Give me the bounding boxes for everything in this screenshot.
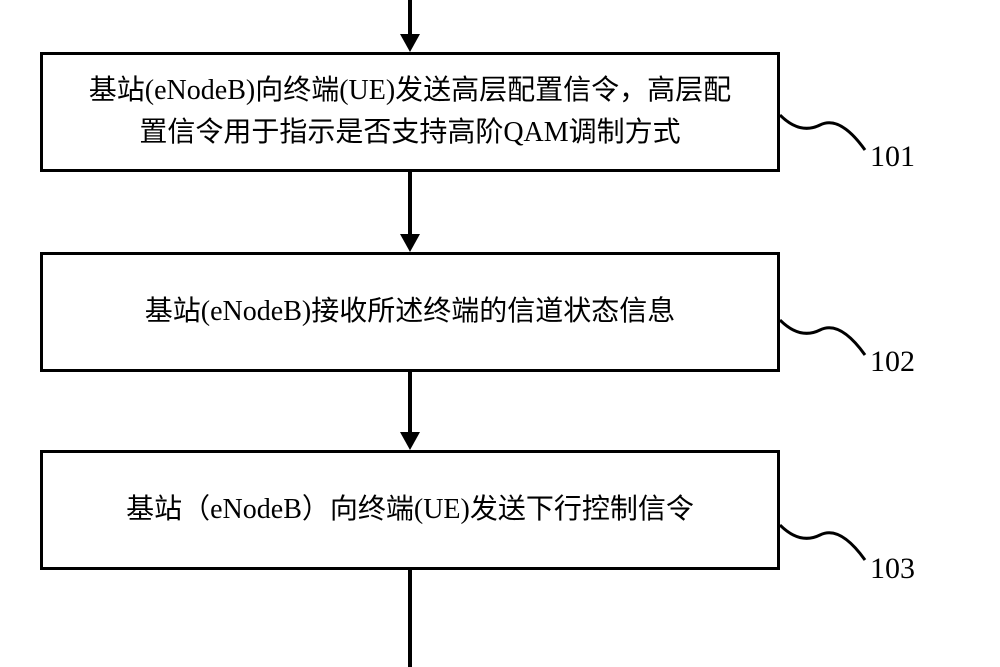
- flowchart-step-2: 基站(eNodeB)接收所述终端的信道状态信息: [40, 252, 780, 372]
- arrow-out-line: [408, 570, 412, 667]
- arrow-2-line: [408, 372, 412, 434]
- step-1-text: 基站(eNodeB)向终端(UE)发送高层配置信令，高层配 置信令用于指示是否支…: [89, 70, 731, 154]
- arrow-2-head: [400, 432, 420, 450]
- arrow-1-line: [408, 172, 412, 236]
- step-2-label: 102: [870, 345, 915, 379]
- step-1-label: 101: [870, 140, 915, 174]
- flowchart-step-3: 基站（eNodeB）向终端(UE)发送下行控制信令: [40, 450, 780, 570]
- step-2-text: 基站(eNodeB)接收所述终端的信道状态信息: [145, 291, 675, 333]
- connector-1: [780, 105, 870, 165]
- flowchart-step-1: 基站(eNodeB)向终端(UE)发送高层配置信令，高层配 置信令用于指示是否支…: [40, 52, 780, 172]
- arrow-in-head: [400, 34, 420, 52]
- step-3-label: 103: [870, 552, 915, 586]
- arrow-in-line: [408, 0, 412, 36]
- connector-2: [780, 310, 870, 370]
- connector-3: [780, 515, 870, 575]
- arrow-1-head: [400, 234, 420, 252]
- step-3-text: 基站（eNodeB）向终端(UE)发送下行控制信令: [126, 489, 694, 531]
- flowchart-container: 基站(eNodeB)向终端(UE)发送高层配置信令，高层配 置信令用于指示是否支…: [0, 0, 1000, 667]
